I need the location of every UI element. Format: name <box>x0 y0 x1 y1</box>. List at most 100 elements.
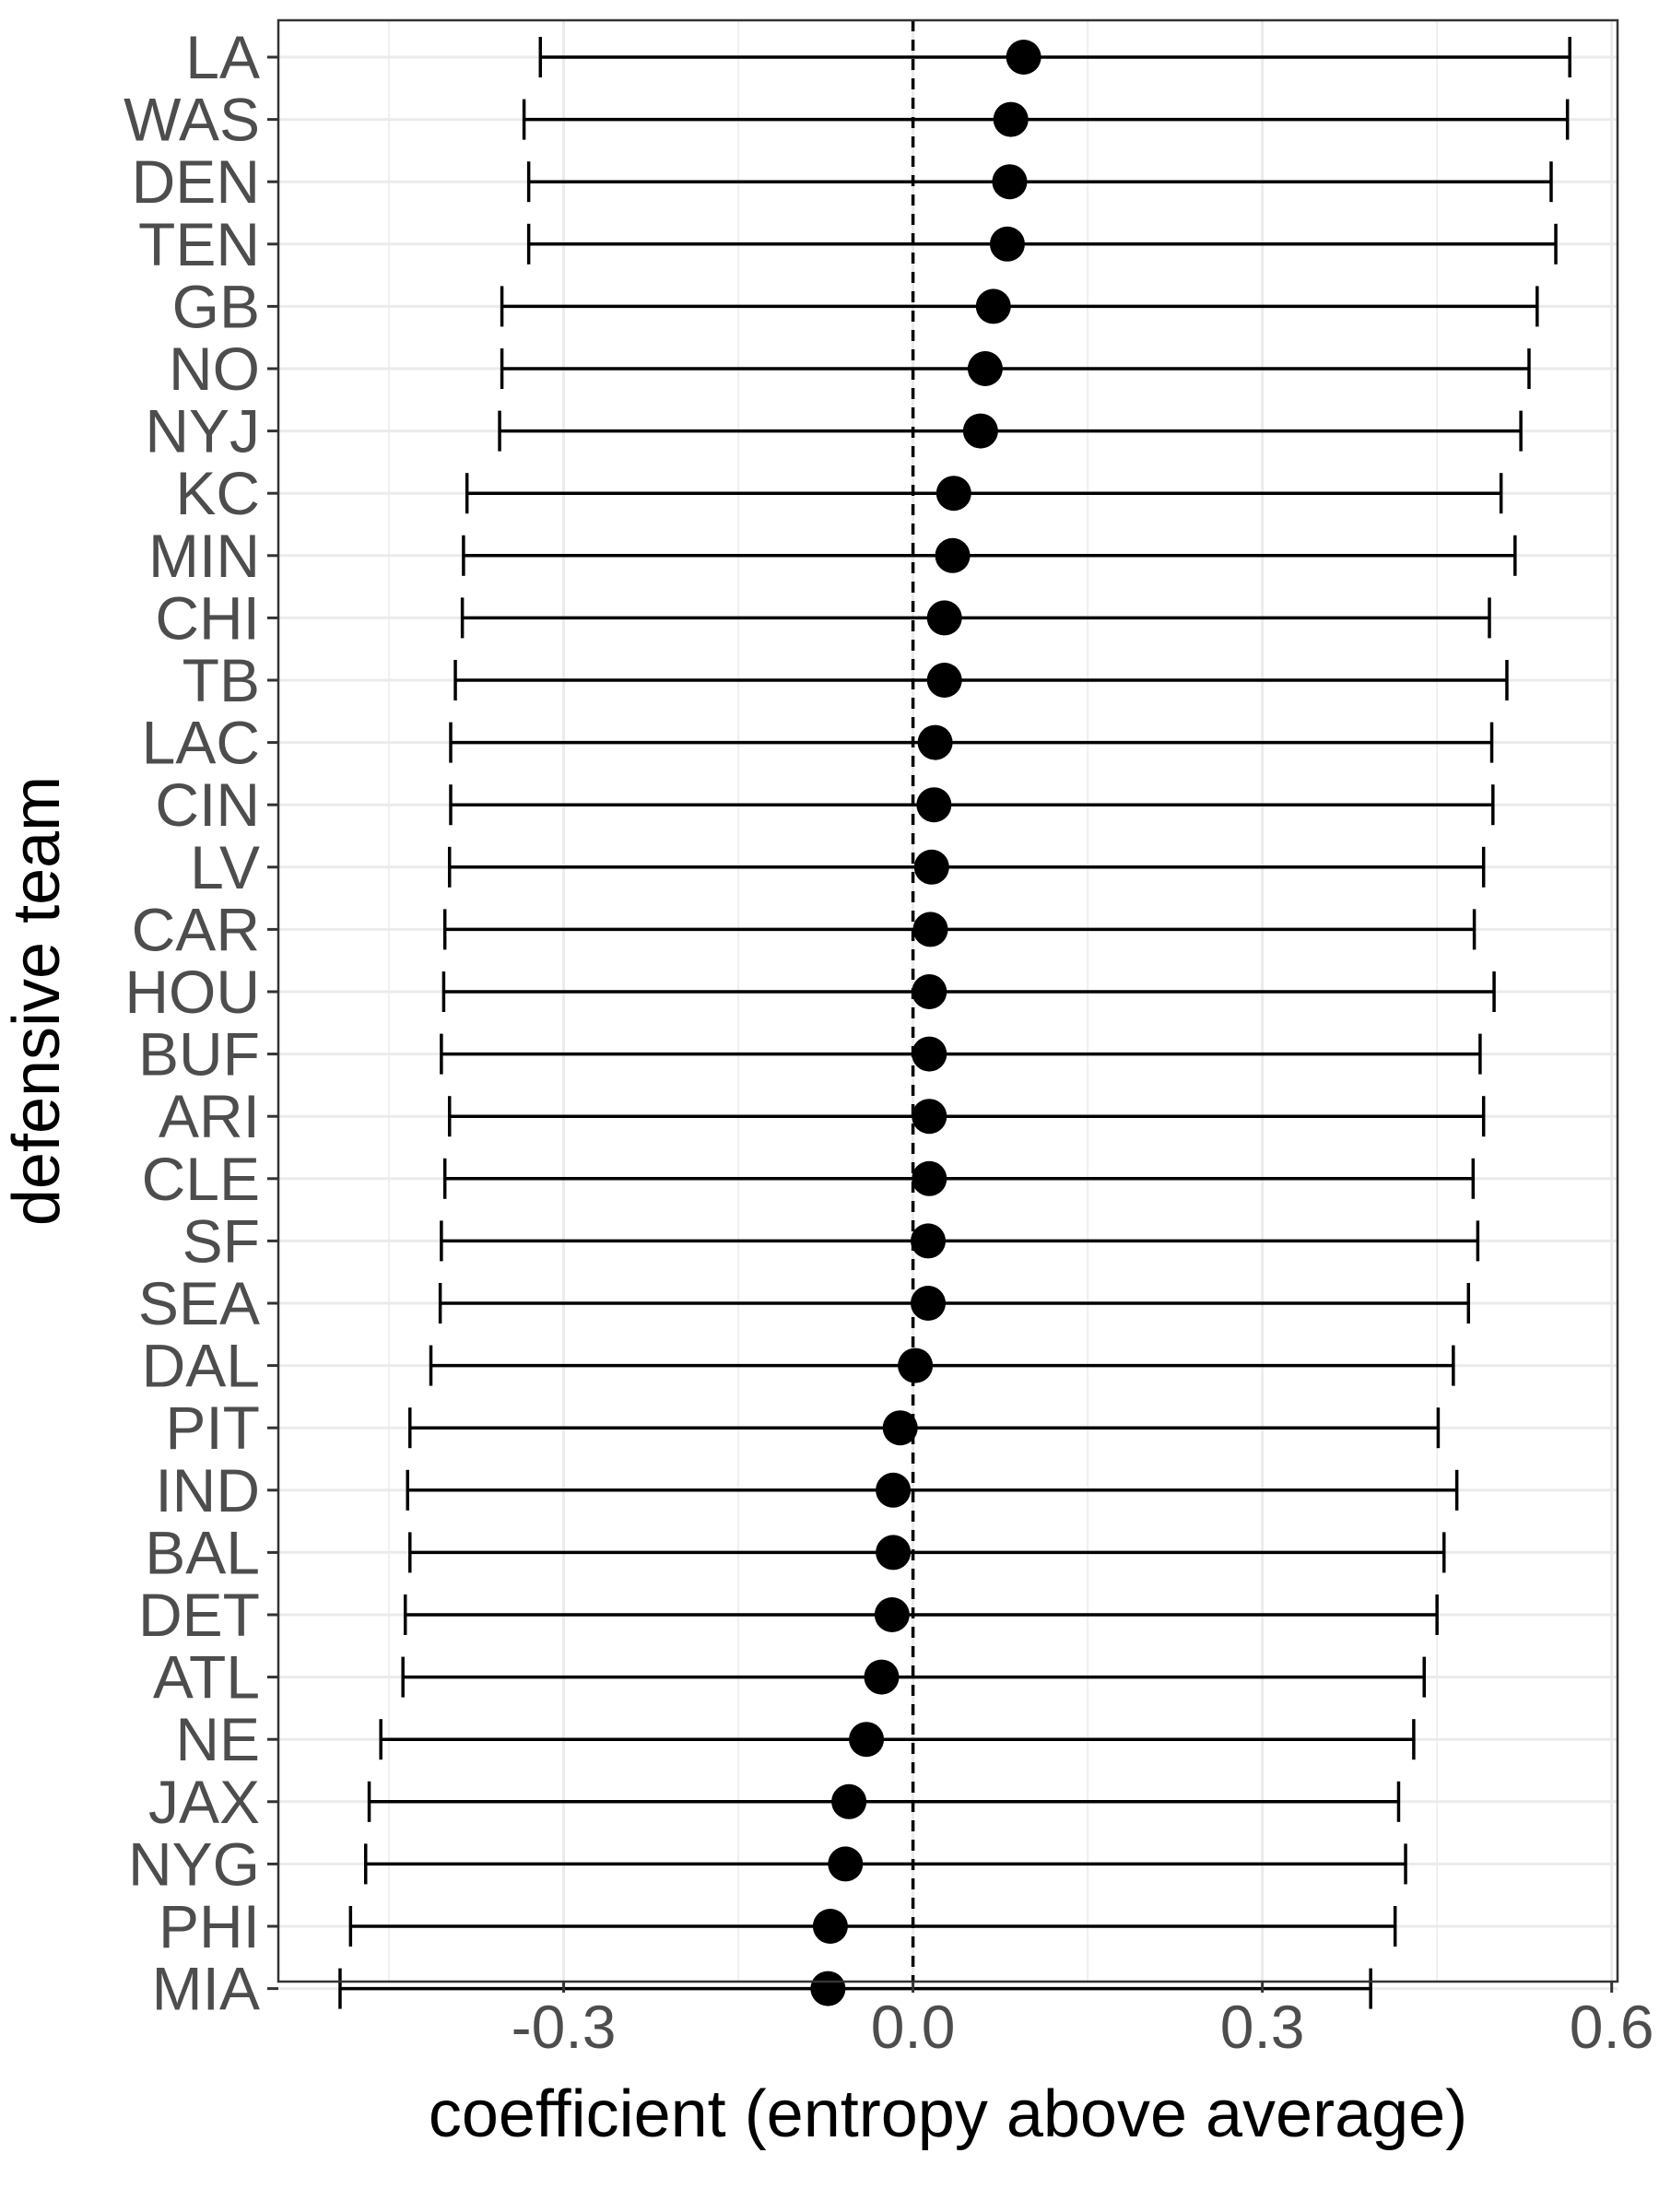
errorbar-nyg <box>364 1843 1407 1885</box>
errorbar-atl <box>401 1656 1427 1698</box>
errorbar-min <box>462 535 1517 576</box>
point-pit <box>882 1410 918 1446</box>
point-cle <box>912 1160 947 1196</box>
y-tick-label: ATL <box>153 1643 260 1712</box>
x-tick-label: 0.6 <box>1570 1993 1654 2061</box>
x-tick-label: 0.3 <box>1220 1993 1305 2061</box>
y-tick-label: HOU <box>124 958 260 1026</box>
errorbar-sf <box>440 1220 1480 1262</box>
errorbar-ten <box>526 223 1558 265</box>
errorbar-gb <box>500 286 1539 327</box>
errorbar-buf <box>440 1033 1482 1075</box>
errorbar-ari <box>447 1096 1486 1137</box>
errorbar-phi <box>348 1906 1397 1947</box>
point-sf <box>911 1223 947 1259</box>
y-tick-label: NYG <box>128 1830 260 1898</box>
errorbar-lv <box>447 846 1486 888</box>
point-nyg <box>828 1846 864 1882</box>
point-dal <box>898 1347 934 1383</box>
errorbar-cle <box>442 1158 1476 1199</box>
y-tick-label: BAL <box>145 1518 260 1586</box>
errorbar-no <box>500 348 1531 389</box>
point-mia <box>810 1971 846 2006</box>
y-tick-label: TEN <box>138 210 260 278</box>
point-no <box>967 351 1003 386</box>
errorbar-lac <box>449 722 1494 763</box>
point-buf <box>912 1036 947 1072</box>
errorbar-tb <box>453 660 1509 700</box>
point-tb <box>926 663 962 698</box>
y-tick-label: NE <box>175 1705 260 1773</box>
errorbar-hou <box>441 971 1496 1012</box>
grid-lines <box>278 20 1618 1991</box>
y-tick-label: LAC <box>142 709 260 777</box>
errorbar-pit <box>408 1407 1441 1449</box>
errorbar-mia <box>338 1968 1372 2009</box>
errorbar-det <box>403 1594 1439 1635</box>
errorbar-chi <box>460 597 1491 639</box>
y-tick-label: JAX <box>148 1768 260 1836</box>
point-jax <box>831 1783 867 1819</box>
y-tick-label: DAL <box>142 1332 260 1400</box>
y-tick-label: NO <box>169 335 260 403</box>
y-tick-label: CAR <box>132 895 260 963</box>
errorbar-nyj <box>498 410 1523 452</box>
point-chi <box>926 600 962 636</box>
point-den <box>992 164 1028 200</box>
errorbar-bal <box>408 1532 1446 1573</box>
y-tick-label: PIT <box>165 1394 260 1462</box>
y-tick-label: TB <box>182 646 260 714</box>
errorbar-kc <box>465 473 1503 514</box>
x-tick-label: -0.3 <box>512 1993 617 2061</box>
point-hou <box>912 974 947 1009</box>
errorbar-sea <box>438 1283 1471 1324</box>
point-phi <box>812 1909 848 1944</box>
point-min <box>935 537 971 573</box>
y-tick-label: LA <box>185 23 260 91</box>
x-tick-label: 0.0 <box>871 1993 956 2061</box>
x-axis-ticks: -0.3 0.0 0.3 0.6 <box>512 1982 1654 2061</box>
point-cin <box>916 787 952 823</box>
y-tick-label: SEA <box>138 1269 260 1337</box>
errorbar-car <box>442 909 1477 950</box>
y-tick-label: DET <box>138 1581 260 1649</box>
y-tick-label: LV <box>190 833 260 901</box>
y-tick-label: BUF <box>138 1020 260 1088</box>
point-ind <box>876 1472 912 1508</box>
point-atl <box>864 1659 900 1695</box>
y-tick-label: CIN <box>155 771 260 839</box>
point-kc <box>935 476 971 512</box>
point-was <box>993 101 1029 137</box>
point-lac <box>917 724 953 760</box>
y-tick-label: IND <box>155 1456 260 1524</box>
errorbar-den <box>526 161 1553 203</box>
y-axis-ticks: LAWASDENTENGBNONYJKCMINCHITBLACCINLVCARH… <box>124 23 278 2023</box>
errorbar-was <box>522 99 1570 140</box>
point-nyj <box>962 413 998 449</box>
point-bal <box>876 1535 912 1571</box>
errorbar-la <box>538 37 1571 77</box>
y-tick-label: DEN <box>132 147 260 216</box>
point-sea <box>911 1286 947 1321</box>
point-ne <box>849 1722 885 1758</box>
y-tick-label: SF <box>182 1206 260 1275</box>
point-det <box>874 1597 910 1632</box>
y-tick-label: WAS <box>124 86 260 154</box>
y-tick-label: MIN <box>148 522 260 590</box>
y-tick-label: KC <box>175 459 260 527</box>
point-ari <box>912 1099 947 1135</box>
point-gb <box>975 288 1011 324</box>
errorbar-ne <box>379 1719 1416 1760</box>
y-tick-label: PHI <box>159 1892 260 1960</box>
point-car <box>912 912 948 947</box>
y-tick-label: CHI <box>155 583 260 652</box>
errorbar-jax <box>367 1781 1401 1822</box>
y-tick-label: GB <box>172 272 260 340</box>
panel-border <box>276 18 1619 1983</box>
errorbar-cin <box>449 784 1495 826</box>
x-axis-title: coefficient (entropy above average) <box>429 2077 1467 2151</box>
point-estimates <box>810 40 1041 2006</box>
error-bars <box>338 37 1571 2009</box>
point-ten <box>989 226 1025 262</box>
